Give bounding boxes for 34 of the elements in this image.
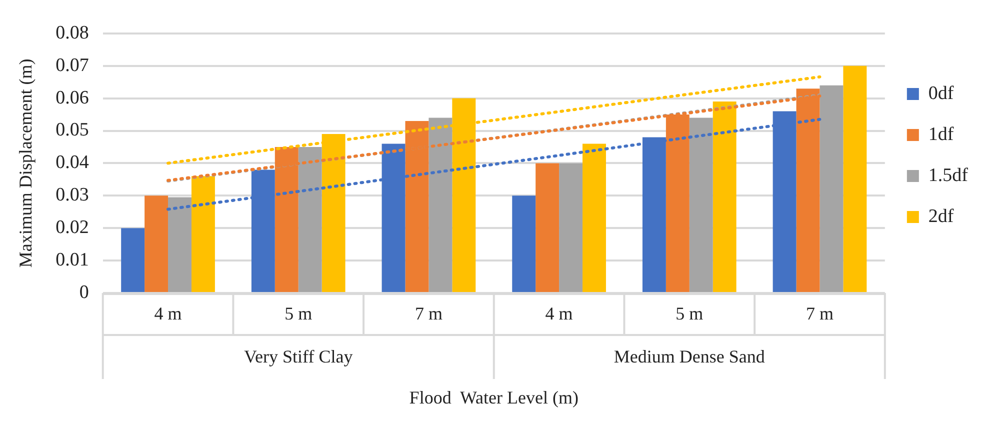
x-tick-label: 4 m — [545, 304, 573, 324]
legend-label: 1df — [928, 124, 954, 145]
y-tick-label: 0.01 — [56, 250, 89, 271]
x-tick-label: 4 m — [154, 304, 182, 324]
legend-label: 0df — [928, 82, 954, 104]
y-axis-title: Maximum Displacement (m) — [16, 58, 36, 268]
bar — [689, 118, 713, 292]
text: Medium Dense Sand — [614, 346, 765, 367]
legend-label: 1.5df — [928, 164, 969, 186]
x-tick-label: 5 m — [284, 304, 312, 324]
x-tick-label: 5 m — [676, 304, 704, 324]
bar — [559, 163, 583, 292]
x-tick-label: 7 m — [806, 304, 834, 324]
bar — [144, 196, 168, 292]
y-tick-label: 0.05 — [56, 120, 89, 141]
bar — [582, 144, 606, 292]
bar — [512, 196, 536, 292]
bar — [843, 66, 867, 292]
bar — [536, 163, 560, 292]
bar — [121, 228, 145, 292]
y-tick-label: 0.07 — [56, 54, 89, 76]
y-tick-label: 0.03 — [56, 184, 89, 206]
y-tick-label: 0.04 — [56, 152, 90, 174]
bar — [712, 102, 736, 292]
y-tick-label: 0.06 — [56, 87, 89, 108]
y-tick-label: 0 — [79, 282, 89, 303]
y-tick-label: 0.08 — [56, 22, 89, 44]
legend-label: 2df — [928, 206, 954, 227]
x-tick-label: 7 m — [414, 304, 442, 324]
text: Very Stiff Clay — [244, 346, 353, 367]
x-axis-title: Flood Water Level (m) — [409, 388, 578, 408]
bar — [191, 176, 215, 292]
y-tick-label: 0.02 — [56, 217, 89, 238]
bar — [168, 197, 192, 292]
